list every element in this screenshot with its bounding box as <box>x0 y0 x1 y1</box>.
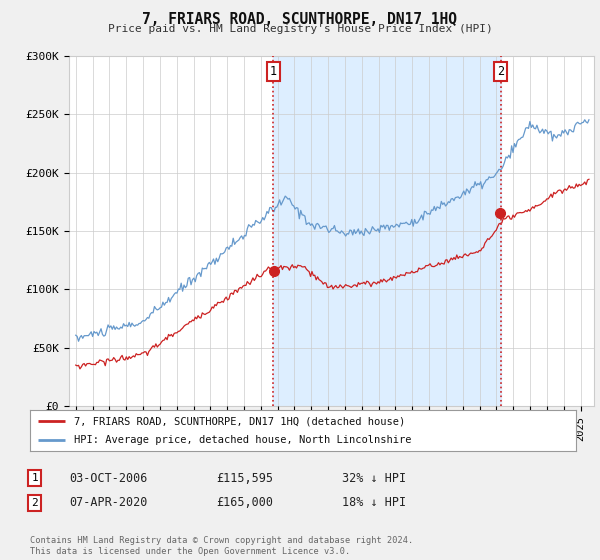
Text: £115,595: £115,595 <box>216 472 273 484</box>
Text: Contains HM Land Registry data © Crown copyright and database right 2024.
This d: Contains HM Land Registry data © Crown c… <box>30 536 413 556</box>
Text: £165,000: £165,000 <box>216 497 273 510</box>
Text: 2: 2 <box>497 66 504 78</box>
Text: 1: 1 <box>31 473 38 483</box>
Text: 32% ↓ HPI: 32% ↓ HPI <box>342 472 406 484</box>
Text: 7, FRIARS ROAD, SCUNTHORPE, DN17 1HQ: 7, FRIARS ROAD, SCUNTHORPE, DN17 1HQ <box>143 12 458 27</box>
Text: Price paid vs. HM Land Registry's House Price Index (HPI): Price paid vs. HM Land Registry's House … <box>107 24 493 34</box>
Text: HPI: Average price, detached house, North Lincolnshire: HPI: Average price, detached house, Nort… <box>74 435 411 445</box>
Text: 03-OCT-2006: 03-OCT-2006 <box>69 472 148 484</box>
Bar <box>274 56 500 406</box>
Text: 18% ↓ HPI: 18% ↓ HPI <box>342 497 406 510</box>
Text: 07-APR-2020: 07-APR-2020 <box>69 497 148 510</box>
Text: 1: 1 <box>270 66 277 78</box>
Text: 2: 2 <box>31 498 38 508</box>
Text: 7, FRIARS ROAD, SCUNTHORPE, DN17 1HQ (detached house): 7, FRIARS ROAD, SCUNTHORPE, DN17 1HQ (de… <box>74 417 405 426</box>
